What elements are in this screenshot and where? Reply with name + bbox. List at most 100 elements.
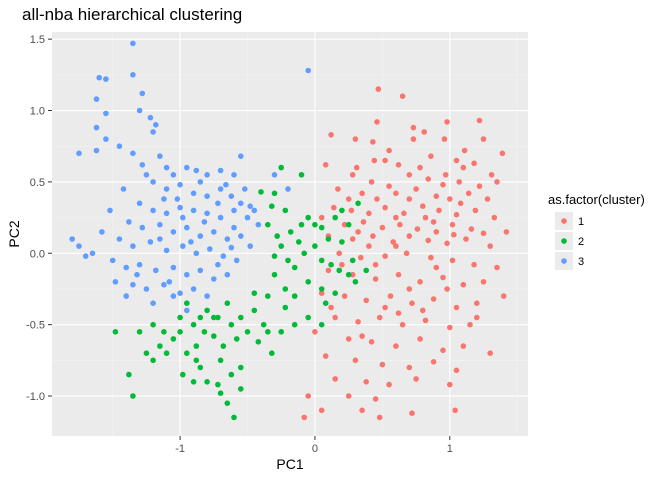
data-point xyxy=(204,172,210,178)
data-point xyxy=(312,221,318,228)
data-point xyxy=(161,281,167,288)
data-point xyxy=(126,371,132,378)
data-point xyxy=(204,379,210,385)
data-point xyxy=(467,321,473,328)
data-point xyxy=(271,253,278,259)
data-point xyxy=(231,224,237,231)
data-point xyxy=(130,281,136,288)
data-point xyxy=(339,261,345,268)
y-axis: -1.0 -0.5 0.0 0.5 1.0 1.5 xyxy=(26,34,52,403)
data-point xyxy=(428,153,434,159)
data-point xyxy=(190,286,197,292)
data-point xyxy=(120,186,127,192)
data-point xyxy=(130,150,136,157)
data-point xyxy=(298,172,305,178)
data-point xyxy=(382,204,388,211)
series-3 xyxy=(69,40,312,314)
data-point xyxy=(147,114,154,121)
data-point xyxy=(150,129,156,135)
data-point xyxy=(465,190,472,197)
data-point xyxy=(305,67,312,74)
legend-label-1: 1 xyxy=(578,216,584,228)
data-point xyxy=(136,261,143,268)
data-point xyxy=(193,343,200,349)
data-point xyxy=(339,239,345,245)
data-point xyxy=(147,239,154,245)
data-point xyxy=(170,293,177,299)
data-point xyxy=(345,221,352,228)
data-point xyxy=(370,233,376,239)
data-point xyxy=(116,143,123,149)
data-point xyxy=(134,271,140,278)
data-point xyxy=(499,150,506,157)
data-point xyxy=(233,257,240,264)
data-point xyxy=(184,224,190,231)
data-point xyxy=(406,286,413,292)
data-point xyxy=(238,200,244,207)
data-point xyxy=(247,243,253,249)
data-point xyxy=(291,264,298,271)
data-point xyxy=(368,179,375,185)
data-point xyxy=(312,243,318,249)
data-point xyxy=(107,207,113,214)
data-point xyxy=(406,196,413,202)
data-point xyxy=(358,254,364,261)
data-point xyxy=(494,179,500,185)
data-point xyxy=(220,253,227,259)
data-point xyxy=(157,221,163,228)
data-point xyxy=(417,279,423,285)
data-point xyxy=(150,207,156,214)
data-point xyxy=(332,376,339,382)
data-point xyxy=(379,361,386,368)
data-point xyxy=(123,264,129,271)
data-point xyxy=(360,219,367,225)
data-point xyxy=(382,253,388,259)
data-point xyxy=(371,157,378,164)
data-point xyxy=(305,314,312,321)
data-point xyxy=(349,257,356,264)
data-point xyxy=(99,229,105,235)
data-point xyxy=(414,226,421,232)
data-point xyxy=(372,276,379,282)
series-2 xyxy=(112,164,370,421)
data-point xyxy=(136,329,143,335)
data-point xyxy=(211,333,217,339)
data-point xyxy=(305,214,312,221)
data-point xyxy=(211,276,217,282)
data-point xyxy=(215,200,221,207)
data-point xyxy=(153,267,159,274)
data-point xyxy=(228,321,235,328)
data-point xyxy=(487,243,494,249)
data-point xyxy=(177,314,183,321)
y-tick-label: 0.5 xyxy=(30,177,45,189)
data-point xyxy=(444,286,450,292)
data-point xyxy=(376,414,383,421)
data-point xyxy=(184,271,190,278)
data-point xyxy=(447,381,453,388)
data-point xyxy=(76,150,82,157)
data-point xyxy=(328,132,334,138)
data-point xyxy=(112,329,119,335)
data-point xyxy=(130,243,136,249)
data-point xyxy=(336,267,343,274)
data-point xyxy=(410,136,417,142)
data-point xyxy=(231,207,237,214)
data-point xyxy=(136,107,143,114)
data-point xyxy=(474,314,480,321)
data-point xyxy=(96,74,102,81)
data-point xyxy=(215,314,221,321)
data-point xyxy=(136,200,143,207)
data-point xyxy=(393,343,399,349)
data-point xyxy=(318,286,325,292)
data-point xyxy=(318,257,325,264)
data-point xyxy=(161,329,167,335)
data-point xyxy=(161,196,167,202)
data-point xyxy=(238,386,244,392)
data-point xyxy=(231,172,237,178)
data-point xyxy=(440,274,446,281)
data-point xyxy=(460,281,467,288)
data-point xyxy=(447,196,453,202)
data-point xyxy=(417,164,423,171)
data-point xyxy=(444,119,450,125)
data-point xyxy=(395,310,402,317)
